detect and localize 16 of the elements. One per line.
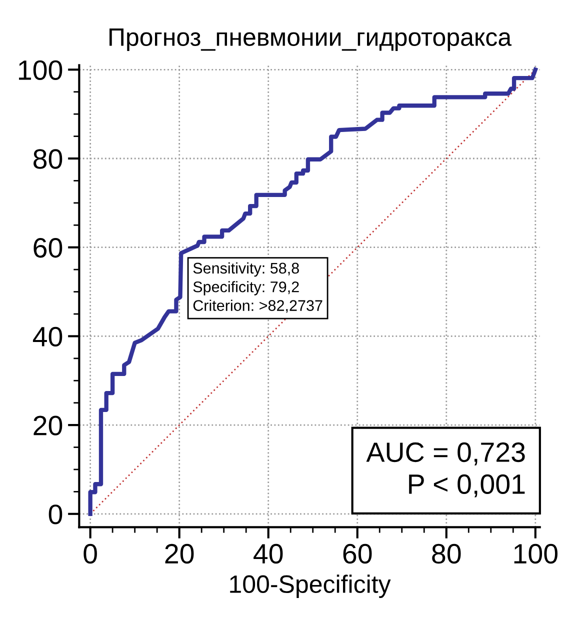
- chart-title: Прогноз_пневмонии_гидроторакса: [110, 28, 512, 51]
- y-tick-label: 100: [18, 60, 62, 80]
- y-tick-label: 20: [34, 416, 62, 436]
- annotation: AUC = 0,723 P < 0,001: [366, 442, 525, 498]
- x-tick-label: 40: [254, 544, 283, 564]
- x-tick-label: 100: [514, 544, 558, 564]
- y-tick-label: 40: [32, 326, 62, 347]
- x-tick-label: 80: [432, 544, 461, 564]
- y-tick-label: 80: [34, 149, 62, 169]
- x-axis-title: 100-Specificity: [230, 574, 391, 598]
- x-tick-label: 60: [343, 544, 372, 564]
- x-tick-label: 20: [165, 544, 194, 564]
- annotation: Sensitivity: 58,8 Specificity: 79,2 Criterion: >82,2737: [193, 262, 322, 313]
- x-tick-label: 0: [84, 544, 97, 564]
- y-tick-label: 0: [48, 504, 62, 524]
- y-tick-label: 60: [34, 238, 62, 258]
